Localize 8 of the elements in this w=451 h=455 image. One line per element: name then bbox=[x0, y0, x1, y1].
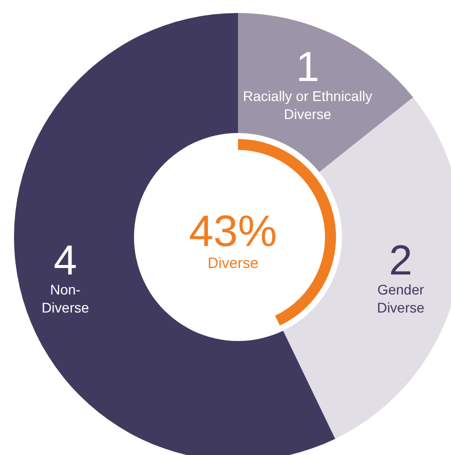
data-label: 1 bbox=[296, 43, 320, 90]
data-label: 2 bbox=[389, 236, 412, 284]
data-label: 4 bbox=[54, 236, 77, 284]
slice-label: Non-Diverse bbox=[42, 281, 90, 316]
slice-label: Gender Diverse bbox=[376, 281, 425, 316]
text: 43% bbox=[188, 207, 278, 256]
text: Diverse bbox=[208, 255, 258, 272]
slice-label: Racially or Ethnically Diverse bbox=[243, 88, 372, 122]
